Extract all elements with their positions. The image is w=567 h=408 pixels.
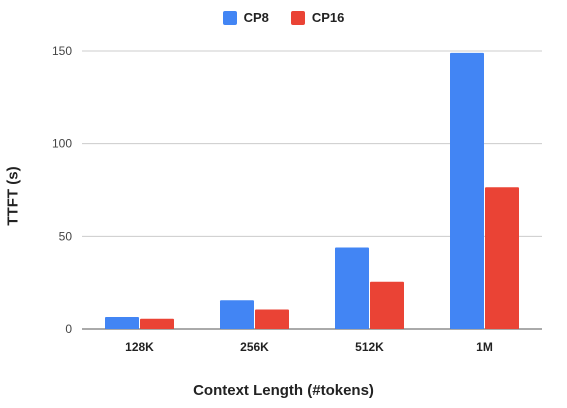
bar-cp16-1m — [485, 187, 519, 329]
y-tick-label: 50 — [59, 229, 73, 243]
bar-cp8-128k — [105, 316, 139, 329]
legend-label-cp8: CP8 — [243, 10, 269, 25]
bar-cp16-512k — [370, 281, 404, 329]
x-tick-label: 1M — [476, 340, 493, 354]
legend-item-cp8: CP8 — [222, 10, 269, 25]
x-tick-label: 512K — [355, 340, 384, 354]
y-tick-label: 100 — [52, 137, 72, 151]
x-tick-label: 128K — [125, 340, 154, 354]
legend-swatch-cp8 — [222, 10, 237, 25]
bar-cp8-1m — [450, 52, 484, 329]
x-tick-label: 256K — [240, 340, 269, 354]
chart-legend: CP8 CP16 — [0, 10, 567, 25]
y-axis-label: TTFT (s) — [4, 166, 22, 226]
legend-swatch-cp16 — [290, 10, 305, 25]
legend-item-cp16: CP16 — [290, 10, 345, 25]
y-tick-label: 0 — [65, 322, 72, 336]
bar-cp16-256k — [255, 309, 289, 329]
bar-cp8-256k — [220, 300, 254, 329]
bar-cp16-128k — [140, 318, 174, 329]
y-tick-label: 150 — [52, 44, 72, 58]
bar-cp8-512k — [335, 247, 369, 329]
legend-label-cp16: CP16 — [311, 10, 345, 25]
x-axis-label: Context Length (#tokens) — [193, 382, 374, 399]
